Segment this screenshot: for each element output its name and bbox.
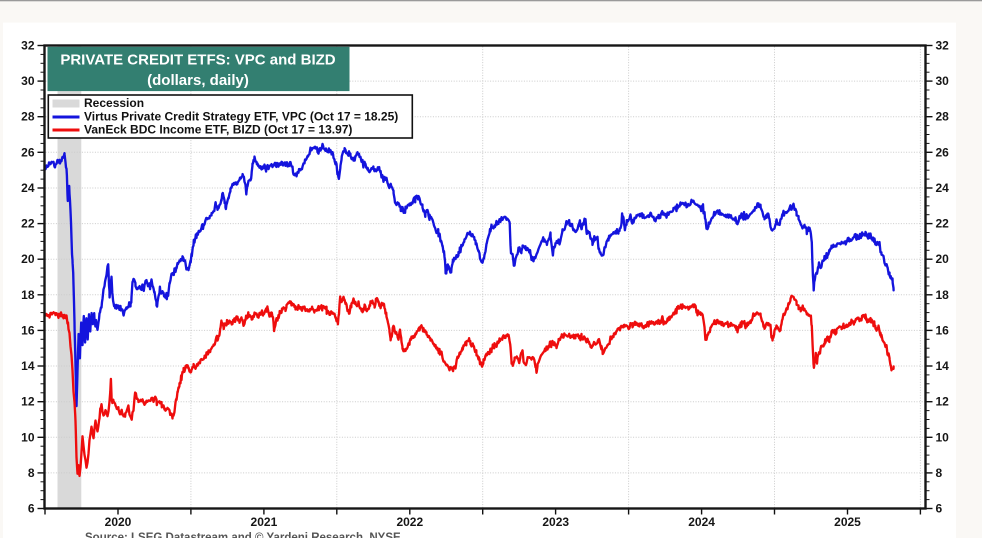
svg-text:28: 28	[21, 110, 35, 124]
svg-text:PRIVATE CREDIT ETFS: VPC and B: PRIVATE CREDIT ETFS: VPC and BIZD	[60, 52, 335, 69]
svg-text:Source: LSEG Datastream and ©: Source: LSEG Datastream and © Yardeni Re…	[85, 532, 401, 538]
svg-text:2022: 2022	[396, 515, 423, 529]
svg-text:2020: 2020	[105, 515, 132, 529]
svg-text:6: 6	[936, 502, 943, 516]
svg-text:32: 32	[21, 39, 35, 53]
svg-text:Virtus Private Credit Strategy: Virtus Private Credit Strategy ETF, VPC …	[84, 110, 398, 124]
svg-text:14: 14	[21, 359, 35, 373]
svg-text:Recession: Recession	[84, 96, 144, 110]
svg-text:32: 32	[936, 39, 950, 53]
svg-text:2025: 2025	[834, 515, 861, 529]
svg-text:16: 16	[936, 323, 950, 337]
svg-text:30: 30	[936, 74, 950, 88]
svg-text:18: 18	[936, 288, 950, 302]
svg-text:22: 22	[936, 217, 950, 231]
svg-text:12: 12	[21, 395, 35, 409]
svg-text:28: 28	[936, 110, 950, 124]
svg-text:20: 20	[936, 252, 950, 266]
svg-text:18: 18	[21, 288, 35, 302]
svg-text:10: 10	[936, 430, 950, 444]
svg-text:12: 12	[936, 395, 950, 409]
svg-text:30: 30	[21, 74, 35, 88]
svg-text:20: 20	[21, 252, 35, 266]
svg-text:8: 8	[28, 466, 35, 480]
svg-text:2024: 2024	[688, 515, 715, 529]
svg-text:10: 10	[21, 430, 35, 444]
svg-text:2021: 2021	[251, 515, 278, 529]
svg-text:24: 24	[21, 181, 35, 195]
svg-text:6: 6	[28, 502, 35, 516]
svg-text:26: 26	[936, 145, 950, 159]
svg-text:(dollars, daily): (dollars, daily)	[147, 72, 249, 89]
svg-text:2023: 2023	[542, 515, 569, 529]
svg-text:14: 14	[936, 359, 950, 373]
svg-text:22: 22	[21, 217, 35, 231]
svg-text:VanEck BDC Income ETF, BIZD (O: VanEck BDC Income ETF, BIZD (Oct 17 = 13…	[84, 123, 352, 137]
svg-text:26: 26	[21, 145, 35, 159]
svg-text:8: 8	[936, 466, 943, 480]
svg-text:24: 24	[936, 181, 950, 195]
svg-text:16: 16	[21, 323, 35, 337]
